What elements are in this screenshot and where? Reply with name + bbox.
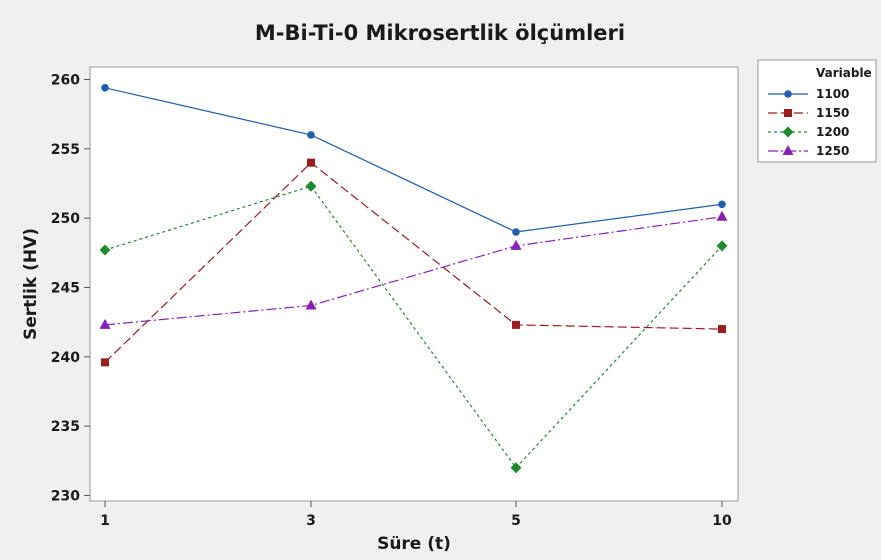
legend-item: 1150 [768,106,849,120]
y-tick-label: 260 [51,72,80,88]
series-line [104,87,723,233]
data-point [718,200,726,209]
legend-label: 1150 [816,106,849,120]
data-point [718,325,726,334]
data-point [510,462,522,474]
data-point [307,158,315,167]
series-1200 [99,180,728,474]
x-tick-label: 5 [511,513,521,529]
series-layer [99,83,728,474]
data-point [305,299,317,310]
data-point [99,244,111,256]
series-1150 [101,158,726,367]
legend-marker [782,145,794,155]
data-point [101,83,109,92]
data-point [716,240,728,252]
legend-items: 1100 1150 1200 1250 [768,87,849,158]
x-tick-label: 1 [100,513,110,529]
plot-area [89,66,739,502]
y-tick-label: 245 [51,280,80,296]
y-axis-label: Sertlik (HV) [21,228,41,340]
legend-item: 1100 [768,87,849,101]
x-tick-label: 3 [306,513,316,529]
series-1250 [99,210,728,329]
series-line [104,185,723,469]
series-1100 [101,83,726,236]
legend-label: 1200 [816,125,849,139]
legend-marker [784,109,792,117]
x-axis-label: Süre (t) [377,534,451,554]
y-axis: 230 235 240 245 250 255 260 [51,72,90,504]
legend-item: 1200 [768,125,849,139]
legend-label: 1250 [816,144,849,158]
y-tick-label: 235 [51,419,80,435]
y-tick-label: 250 [51,211,80,227]
y-tick-label: 240 [51,350,80,366]
legend-label: 1100 [816,87,849,101]
data-point [512,228,520,236]
data-point [307,131,315,139]
x-tick-label: 10 [712,513,732,529]
series-line [104,216,723,326]
y-tick-label: 255 [51,142,80,158]
data-point [716,210,728,221]
legend-box [757,59,877,163]
data-point [305,180,317,192]
chart-title: M-Bi-Ti-0 Mikrosertlik ölçümleri [255,21,625,45]
legend: Variable 1100 1150 1200 1250 [757,59,877,163]
legend-title: Variable [816,66,872,80]
data-point [101,358,109,367]
x-axis: 1 3 5 10 [100,501,732,529]
y-tick-label: 230 [51,488,80,504]
legend-marker [784,90,792,98]
series-line [104,161,723,363]
data-point [99,318,111,329]
data-point [510,239,522,250]
data-point [512,320,520,329]
legend-marker [782,126,794,138]
legend-item: 1250 [768,144,849,158]
